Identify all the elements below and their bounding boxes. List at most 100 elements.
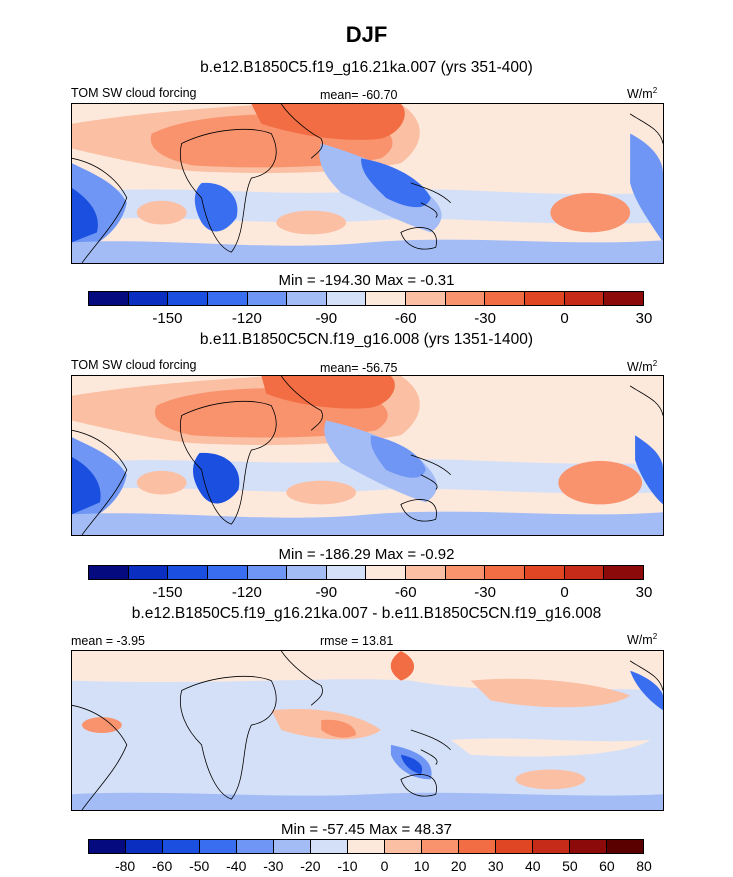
panel-2-title: b.e11.B1850C5CN.f19_g16.008 (yrs 1351-14… [199, 331, 534, 348]
colorbar-cell [326, 292, 367, 305]
colorbar-cell [247, 566, 288, 579]
colorbar-cell [168, 292, 208, 305]
panel-2-congo-field [193, 452, 240, 504]
panel-3-mean-label: mean = -3.95 [71, 634, 146, 648]
panel-1-mean-label: mean= -60.70 [320, 88, 398, 102]
panel-2-east-edge-field [635, 435, 663, 505]
panel-3-southern-ocean-field [72, 792, 663, 810]
colorbar-cell [570, 840, 607, 853]
panel-3-map-svg [72, 651, 663, 810]
colorbar-cell [564, 566, 605, 579]
panel-3-colorbar [88, 839, 644, 854]
panel-3-s-pacific-field [515, 769, 586, 790]
colorbar-cell [274, 840, 311, 853]
colorbar-cell [564, 292, 605, 305]
figure-title: DJF [345, 22, 388, 47]
colorbar-tick-label: 80 [636, 858, 652, 874]
panel-1-s-pacific-field [550, 192, 631, 233]
colorbar-cell [89, 566, 129, 579]
colorbar-cell [406, 292, 446, 305]
panel-2-units-label: W/m2 [627, 359, 658, 375]
colorbar-tick-label: -90 [315, 310, 338, 327]
panel-2-southern-ocean-field [72, 511, 663, 535]
colorbar-tick-label: -30 [263, 858, 284, 874]
colorbar-cell [485, 566, 526, 579]
colorbar-tick-label: -120 [231, 584, 262, 601]
panel-3-amazon-field [81, 717, 122, 733]
panel-2-mean-label: mean= -56.75 [320, 361, 398, 375]
panel-3-coastlines [72, 651, 663, 810]
colorbar-tick-label: 0 [380, 858, 389, 874]
colorbar-tick-label: 30 [487, 858, 504, 874]
colorbar-tick-label: -50 [189, 858, 210, 874]
colorbar-cell [406, 566, 446, 579]
colorbar-cell [168, 566, 208, 579]
colorbar-tick-label: -150 [152, 584, 183, 601]
colorbar-cell [287, 292, 327, 305]
panel-3-title: b.e12.B1850C5.f19_g16.21ka.007 - b.e11.B… [131, 605, 602, 622]
colorbar-cell [311, 840, 348, 853]
panel-1-colorbar-ticks: -150 -120 -90 -60 -30 0 30 [88, 310, 652, 328]
panel-2-amazon-core-field [72, 456, 101, 515]
panel-1-map [71, 103, 664, 264]
colorbar-cell [207, 566, 248, 579]
colorbar-tick-label: -60 [152, 858, 173, 874]
panel-1-colorbar [88, 291, 644, 306]
colorbar-cell [385, 840, 422, 853]
panel-3-colorbar-ticks: -80 -60 -50 -40 -30 -20 -10 0 10 20 30 40 50 60 80 [88, 858, 652, 876]
colorbar-tick-label: 0 [560, 310, 569, 327]
colorbar-tick-label: -90 [315, 584, 338, 601]
panel-1-coastlines [72, 104, 663, 263]
panel-2-variable-label: TOM SW cloud forcing [71, 358, 197, 372]
colorbar-tick-label: 20 [450, 858, 467, 874]
colorbar-cell [366, 292, 407, 305]
colorbar-cell [207, 292, 248, 305]
colorbar-tick-label: 50 [562, 858, 578, 874]
panel-1-units-label: W/m2 [627, 86, 658, 102]
panel-1-amazon-core-field [72, 187, 98, 243]
colorbar-cell [128, 292, 169, 305]
panel-1-indonesia-field [361, 158, 431, 208]
colorbar-cell [422, 840, 459, 853]
colorbar-tick-label: -20 [300, 858, 321, 874]
colorbar-cell [89, 840, 126, 853]
colorbar-tick-label: -80 [114, 858, 136, 874]
colorbar-cell [326, 566, 367, 579]
colorbar-tick-label: -30 [474, 310, 496, 327]
panel-3-rmse-label: rmse = 13.81 [320, 634, 394, 648]
colorbar-tick-label: -10 [337, 858, 358, 874]
colorbar-cell [163, 840, 200, 853]
colorbar-tick-label: 30 [635, 584, 653, 601]
panel-1-minmax: Min = -194.30 Max = -0.31 [278, 272, 455, 289]
colorbar-cell [247, 292, 288, 305]
panel-3-china-field [390, 651, 415, 681]
panel-1-southern-ocean-field [72, 239, 663, 263]
panel-2-coastlines [72, 376, 663, 535]
colorbar-tick-label: -150 [152, 310, 183, 327]
panel-3-n-pacific-field [470, 678, 631, 708]
colorbar-tick-label: -40 [226, 858, 247, 874]
panel-2-s-indian-field [286, 480, 357, 505]
colorbar-cell [287, 566, 327, 579]
panel-1-congo-field [194, 182, 238, 232]
panel-1-arabia-field [251, 104, 405, 140]
colorbar-cell [445, 566, 486, 579]
colorbar-tick-label: 10 [413, 858, 430, 874]
panel-2-s-atlantic-field [136, 470, 187, 495]
colorbar-cell [525, 292, 565, 305]
panel-3-map [71, 650, 664, 811]
panel-3-equatorial-pacific-field [450, 738, 651, 757]
panel-3-minmax: Min = -57.45 Max = 48.37 [281, 821, 452, 838]
colorbar-tick-label: 30 [635, 310, 653, 327]
colorbar-cell [348, 840, 385, 853]
colorbar-tick-label: 0 [560, 584, 569, 601]
colorbar-cell [485, 292, 526, 305]
panel-3-maritime-core-field [400, 754, 423, 775]
colorbar-cell [126, 840, 163, 853]
colorbar-cell [459, 840, 496, 853]
panel-1-east-edge-field [630, 133, 663, 243]
panel-1-map-svg [72, 104, 663, 263]
colorbar-tick-label: -30 [474, 584, 496, 601]
colorbar-cell [200, 840, 237, 853]
colorbar-cell [366, 566, 407, 579]
